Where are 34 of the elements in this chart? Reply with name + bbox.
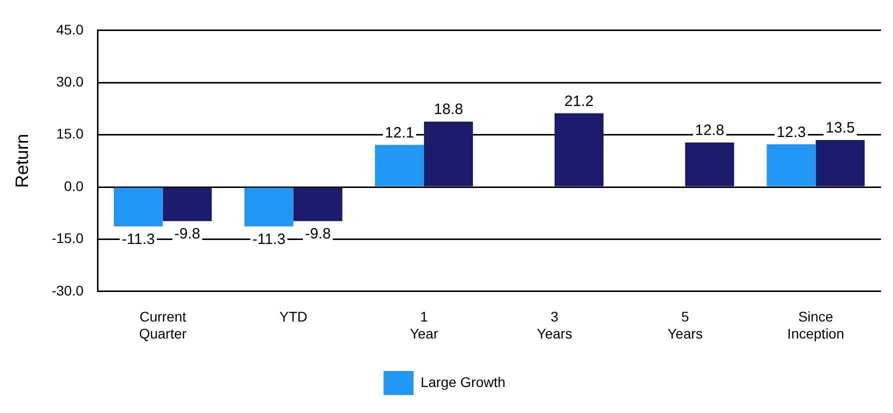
y-tick-label: 30.0 xyxy=(56,73,84,90)
data-label: 12.1 xyxy=(384,124,414,142)
y-tick-label: -30.0 xyxy=(52,282,84,298)
bar xyxy=(816,140,865,186)
data-label: -9.8 xyxy=(304,226,331,243)
legend-label: Large Growth xyxy=(420,374,506,390)
x-tick-label: Since Inception xyxy=(787,308,844,342)
bar xyxy=(293,188,342,222)
bar xyxy=(162,188,212,222)
bar xyxy=(374,144,424,186)
data-label: 21.2 xyxy=(564,92,594,110)
x-tick-label: 5 Years xyxy=(667,308,703,342)
data-label: 18.8 xyxy=(434,101,464,118)
bar xyxy=(554,113,604,186)
data-label: 12.8 xyxy=(695,122,724,140)
bar xyxy=(114,188,163,226)
x-tick-label: 1 Year xyxy=(410,308,438,342)
data-label: 12.3 xyxy=(776,124,806,141)
bar xyxy=(424,122,473,186)
data-label: -11.3 xyxy=(122,230,155,248)
y-tick-label: -15.0 xyxy=(52,230,84,246)
bar xyxy=(766,144,816,186)
x-tick-label: YTD xyxy=(279,308,308,325)
data-label: -11.3 xyxy=(252,230,286,248)
x-tick-label: Current Quarter xyxy=(139,308,187,342)
bar xyxy=(244,188,294,226)
data-label: 13.5 xyxy=(826,120,855,137)
y-tick-label: 45.0 xyxy=(56,21,84,38)
y-tick-label: 0.0 xyxy=(64,178,84,194)
bar xyxy=(685,142,734,186)
data-label: -9.8 xyxy=(174,226,200,243)
y-tick-label: 15.0 xyxy=(56,126,84,142)
x-tick-label: 3 Years xyxy=(536,308,572,342)
y-axis-title: Return xyxy=(12,134,32,188)
